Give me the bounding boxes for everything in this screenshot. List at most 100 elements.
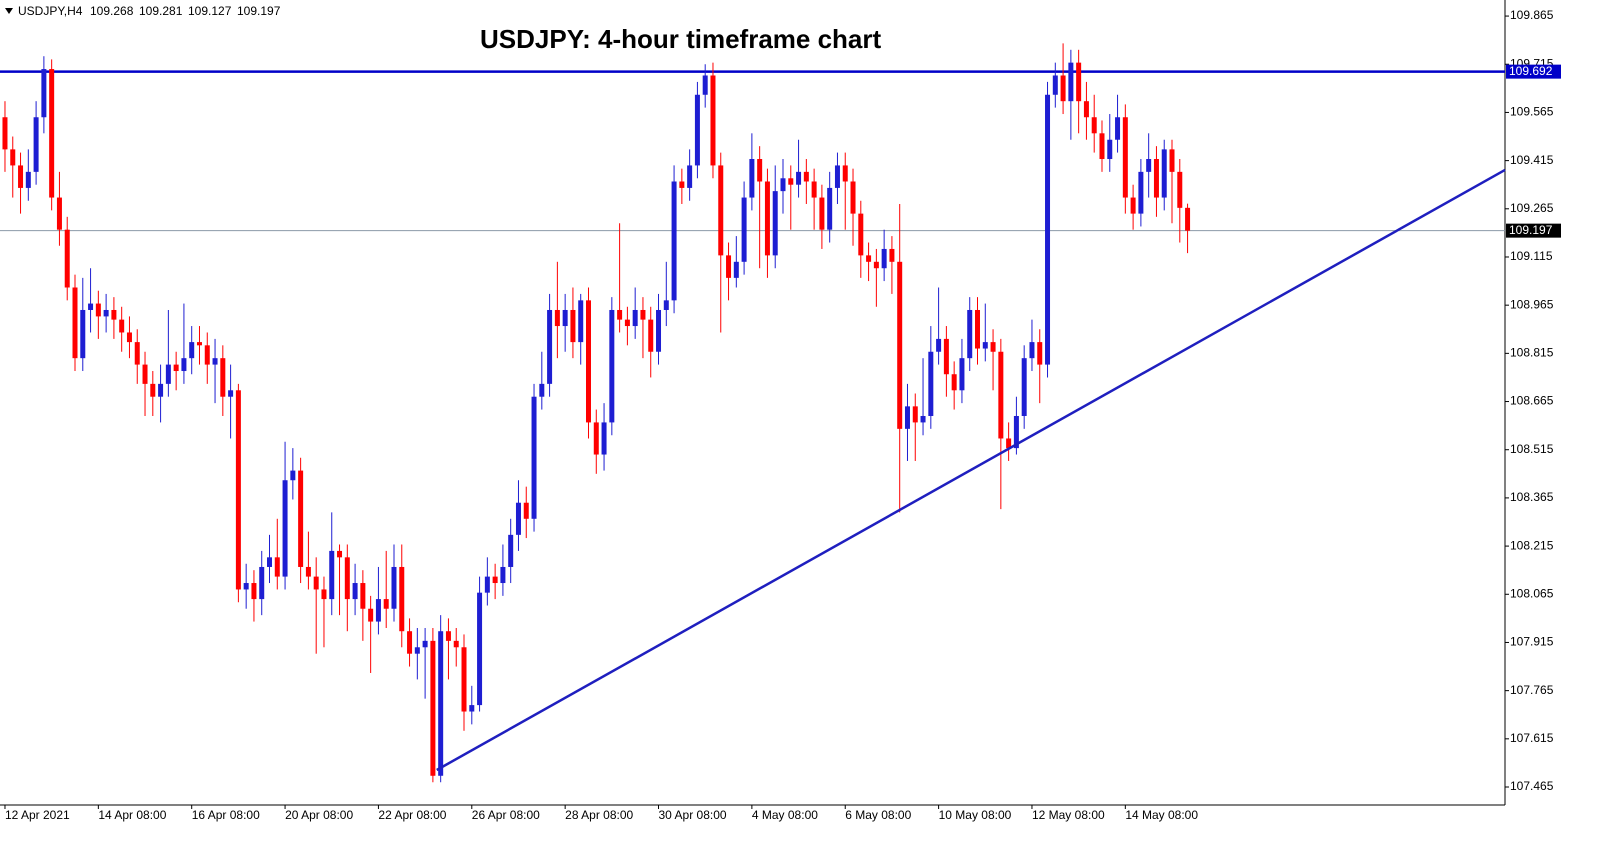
candle-body [10, 149, 16, 166]
candle-body [749, 159, 755, 198]
x-tick-label: 20 Apr 08:00 [285, 808, 353, 822]
candle-body [352, 583, 358, 600]
candle-body [593, 422, 599, 455]
candle-body [539, 383, 545, 397]
candle-body [228, 390, 234, 397]
candle-body [694, 94, 700, 166]
candle-body [235, 390, 241, 590]
candle-body [554, 309, 560, 327]
candle-body [562, 309, 568, 327]
candle-body [881, 248, 887, 269]
price-label: 109.692 [1509, 64, 1553, 78]
candle-body [640, 309, 646, 320]
y-tick-label: 109.415 [1510, 153, 1554, 167]
candle-body [196, 342, 202, 346]
candle-body [337, 550, 343, 558]
candle-body [1161, 149, 1167, 198]
candle-body [632, 309, 638, 327]
y-tick-label: 108.065 [1510, 586, 1554, 600]
x-tick-label: 28 Apr 08:00 [565, 808, 633, 822]
candle-body [25, 171, 31, 188]
candle-body [1060, 75, 1066, 102]
candle-body [1099, 133, 1105, 160]
price-label-box [1506, 223, 1561, 238]
candle-body [967, 309, 973, 359]
candle-body [609, 309, 615, 423]
candle-body [41, 69, 47, 118]
candle-body [95, 303, 101, 317]
candle-body [1029, 342, 1035, 359]
candle-body [663, 300, 669, 310]
price-label: 109.197 [1509, 223, 1553, 237]
candle-body [1153, 159, 1159, 198]
candle-body [578, 300, 584, 343]
candle-body [344, 557, 350, 600]
candle-body [889, 248, 895, 262]
y-tick-label: 108.215 [1510, 538, 1554, 552]
candle-body [834, 165, 840, 188]
candle-body [329, 550, 335, 600]
candle-body [383, 599, 389, 609]
candle-body [33, 117, 39, 172]
y-tick-label: 108.665 [1510, 394, 1554, 408]
candle-body [757, 159, 763, 182]
candle-body [990, 342, 996, 352]
candle-body [181, 358, 187, 372]
candle-body [1037, 342, 1043, 365]
y-tick-label: 107.465 [1510, 779, 1554, 793]
candle-body [1006, 438, 1012, 449]
candle-body [803, 171, 809, 182]
x-tick-label: 6 May 08:00 [845, 808, 911, 822]
x-tick-label: 14 May 08:00 [1125, 808, 1198, 822]
y-tick-label: 109.565 [1510, 105, 1554, 119]
y-tick-label: 108.965 [1510, 297, 1554, 311]
y-tick-label: 107.915 [1510, 635, 1554, 649]
y-tick-label: 107.615 [1510, 731, 1554, 745]
candle-body [1068, 62, 1074, 102]
x-tick-label: 16 Apr 08:00 [192, 808, 260, 822]
candle-body [772, 191, 778, 256]
candle-body [842, 165, 848, 182]
x-tick-label: 4 May 08:00 [752, 808, 818, 822]
candle-body [710, 75, 716, 166]
candle-body [64, 229, 70, 288]
candle-body [679, 181, 685, 188]
candle-body [648, 319, 654, 352]
candle-body [873, 261, 879, 269]
candle-body [461, 647, 467, 712]
candle-body [212, 358, 218, 365]
candle-body [1130, 197, 1136, 214]
candle-body [904, 406, 910, 429]
y-tick-label: 109.115 [1510, 249, 1553, 263]
candle-body [72, 287, 78, 359]
candle-body [1185, 207, 1191, 231]
candle-body [733, 261, 739, 278]
candle-body [1122, 117, 1128, 198]
candle-body [165, 364, 171, 384]
candle-body [453, 640, 459, 648]
candle-body [819, 197, 825, 230]
candle-body [298, 470, 304, 567]
candle-body [282, 480, 288, 577]
x-tick-label: 14 Apr 08:00 [98, 808, 166, 822]
candle-body [158, 383, 164, 397]
candle-body [523, 502, 529, 519]
y-tick-label: 107.765 [1510, 683, 1554, 697]
candle-body [49, 69, 55, 198]
candle-body [274, 557, 280, 577]
candle-body [368, 608, 374, 622]
candle-body [508, 534, 514, 567]
candle-body [656, 309, 662, 352]
candle-body [547, 309, 553, 384]
price-label-box [1506, 64, 1561, 79]
x-tick-label: 22 Apr 08:00 [378, 808, 446, 822]
candle-body [103, 309, 109, 317]
candle-body [305, 566, 311, 577]
candle-body [1076, 62, 1082, 102]
x-tick-label: 10 May 08:00 [939, 808, 1012, 822]
candle-body [1138, 171, 1144, 214]
candle-body [259, 566, 265, 600]
header-value: 109.281 [139, 4, 183, 18]
candle-body [943, 338, 949, 375]
